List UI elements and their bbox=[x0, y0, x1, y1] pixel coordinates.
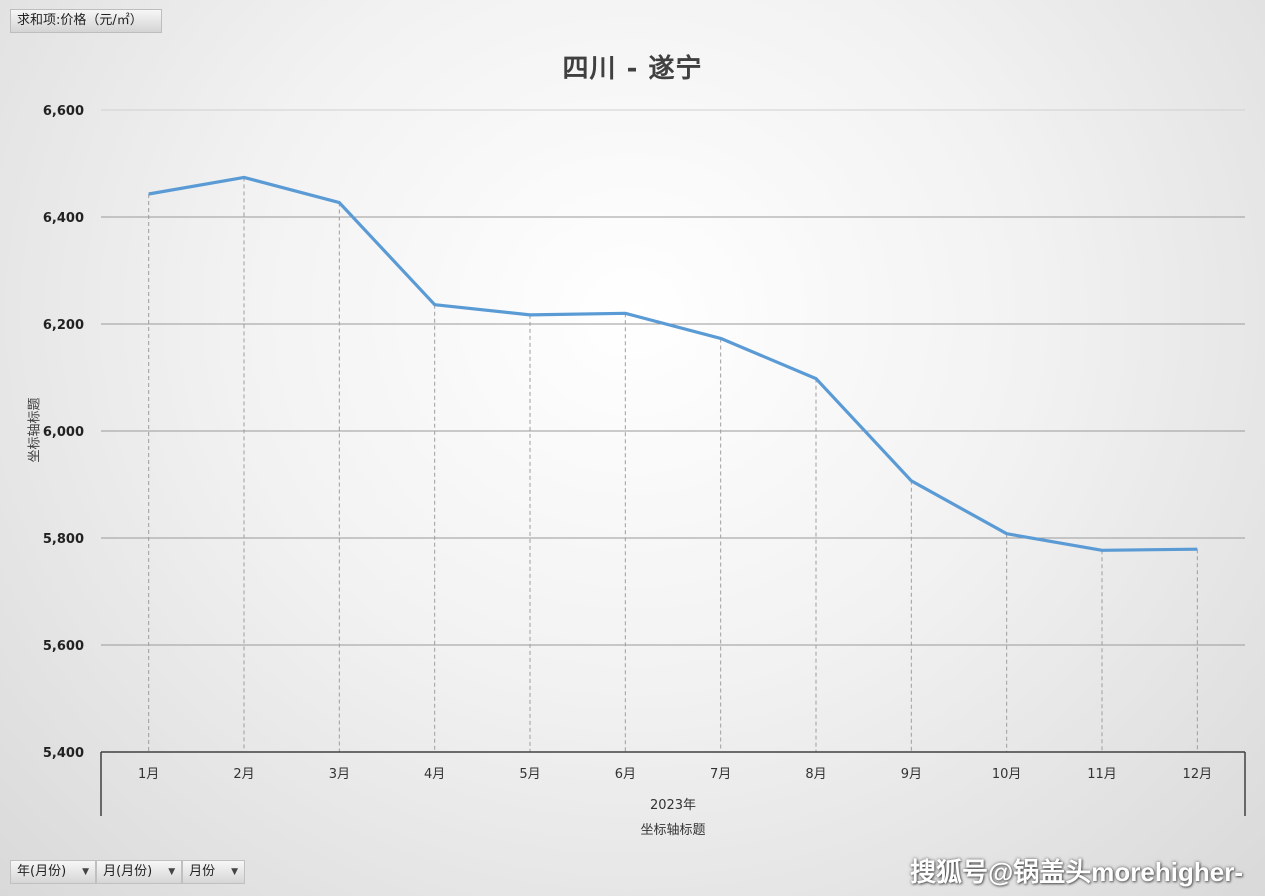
y-tick-label: 5,600 bbox=[43, 639, 84, 654]
x-tick-label: 5月 bbox=[519, 767, 540, 782]
x-tick-label: 12月 bbox=[1183, 767, 1213, 782]
x-tick-label: 1月 bbox=[138, 767, 159, 782]
x-tick-label: 2月 bbox=[233, 767, 254, 782]
x-group-label: 2023年 bbox=[650, 798, 696, 813]
field-button-label: 月(月份) bbox=[103, 864, 153, 879]
watermark: 搜狐号@锅盖头morehigher- bbox=[909, 857, 1243, 887]
x-tick-label: 11月 bbox=[1087, 767, 1117, 782]
series bbox=[148, 175, 1198, 552]
dropdown-arrow-icon: ▼ bbox=[231, 867, 239, 877]
row-field-buttons: 年(月份) ▼ 月(月份) ▼ 月份 ▼ bbox=[10, 860, 246, 884]
y-tick-label: 5,400 bbox=[43, 746, 84, 761]
drop-lines bbox=[148, 177, 1198, 752]
x-tick-label: 10月 bbox=[992, 767, 1022, 782]
dropdown-arrow-icon: ▼ bbox=[82, 867, 90, 877]
y-tick-label: 6,200 bbox=[43, 318, 84, 333]
field-button-label: 年(月份) bbox=[17, 864, 67, 879]
dropdown-arrow-icon: ▼ bbox=[168, 867, 176, 877]
field-button-label: 月份 bbox=[189, 864, 216, 879]
x-tick-label: 9月 bbox=[901, 767, 922, 782]
value-field-button[interactable]: 求和项:价格（元/㎡） bbox=[10, 9, 162, 33]
x-tick-label: 7月 bbox=[710, 767, 731, 782]
gridlines bbox=[101, 109, 1245, 646]
x-axis bbox=[100, 751, 1246, 816]
chart-title: 四川 - 遂宁 bbox=[562, 54, 703, 84]
series-line bbox=[148, 175, 1198, 552]
y-tick-label: 6,600 bbox=[43, 104, 84, 119]
x-axis-title: 坐标轴标题 bbox=[640, 823, 705, 838]
y-tick-label: 6,000 bbox=[43, 425, 84, 440]
x-tick-label: 4月 bbox=[424, 767, 445, 782]
field-button-month[interactable]: 月份 ▼ bbox=[182, 860, 246, 884]
x-tick-label: 8月 bbox=[805, 767, 826, 782]
y-axis-ticks: 5,400 5,600 5,800 6,000 6,200 6,400 6,600 bbox=[43, 104, 84, 761]
field-button-month-group[interactable]: 月(月份) ▼ bbox=[96, 860, 183, 884]
x-axis-ticks: 1月 2月 3月 4月 5月 6月 7月 8月 9月 10月 11月 12月 bbox=[138, 767, 1212, 782]
x-tick-label: 3月 bbox=[329, 767, 350, 782]
field-button-year[interactable]: 年(月份) ▼ bbox=[10, 860, 97, 884]
y-tick-label: 5,800 bbox=[43, 532, 84, 547]
y-tick-label: 6,400 bbox=[43, 211, 84, 226]
x-tick-label: 6月 bbox=[615, 767, 636, 782]
